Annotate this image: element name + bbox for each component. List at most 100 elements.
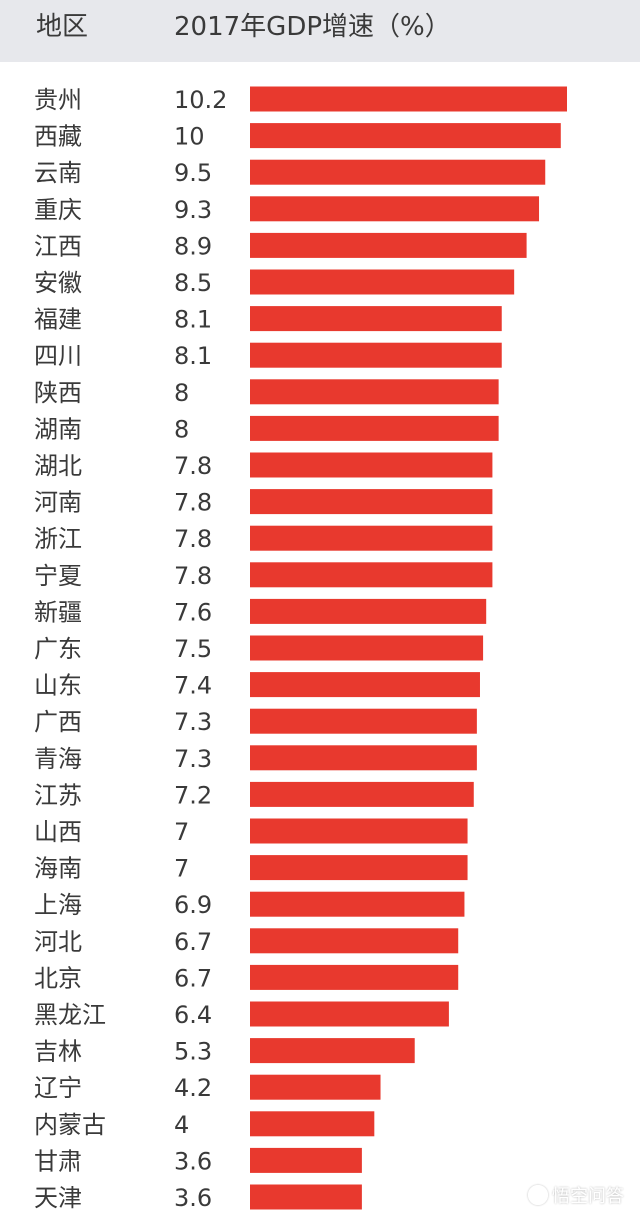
value-label: 3.6 [174,1184,212,1212]
value-label: 7.3 [174,745,212,773]
chart-row: 四川 8.1 [34,342,502,370]
bar [250,964,459,990]
bar [250,1111,375,1137]
category-label: 河南 [34,489,82,517]
chart-row: 内蒙古 4 [34,1111,375,1139]
chart-row: 天津 3.6 [34,1184,362,1212]
chart-row: 新疆 7.6 [34,598,487,626]
bar [250,196,540,222]
bar [250,855,468,881]
category-label: 陕西 [34,379,82,407]
value-label: 7.4 [174,672,212,700]
category-label: 山西 [34,818,82,846]
value-label: 8.5 [174,269,212,297]
category-label: 河北 [34,928,82,956]
category-label: 山东 [34,672,82,700]
region-column-header: 地区 [36,12,89,42]
value-label: 10 [174,123,205,151]
bar [250,232,527,258]
bar [250,745,477,771]
wukong-logo-icon [528,1185,548,1205]
bar [250,1001,449,1027]
bar [250,818,468,844]
bar [250,672,480,698]
chart-row: 青海 7.3 [34,745,477,773]
value-label: 10.2 [174,86,227,114]
chart-row: 重庆 9.3 [34,196,540,224]
category-label: 北京 [34,964,82,992]
value-label: 8.1 [174,342,212,370]
category-label: 新疆 [34,598,82,626]
bar [250,269,515,295]
bar [250,598,487,624]
category-label: 湖北 [34,452,82,480]
value-label: 7.5 [174,635,212,663]
category-label: 甘肃 [34,1147,82,1175]
category-label: 上海 [34,891,82,919]
chart-row: 西藏 10 [34,123,561,151]
category-label: 湖南 [34,415,82,443]
value-label: 7 [174,818,189,846]
category-label: 内蒙古 [34,1111,106,1139]
value-label: 9.3 [174,196,212,224]
chart-row: 甘肃 3.6 [34,1147,362,1175]
bar [250,86,567,112]
chart-row: 宁夏 7.8 [34,562,493,590]
bar [250,415,499,441]
category-label: 江西 [34,232,82,260]
chart-row: 贵州 10.2 [34,86,567,114]
bar [250,525,493,551]
bar [250,781,474,807]
category-label: 云南 [34,159,82,187]
value-label: 4 [174,1111,189,1139]
value-label: 7.2 [174,781,212,809]
chart-row: 广西 7.3 [34,708,477,736]
chart-row: 上海 6.9 [34,891,465,919]
chart-row: 海南 7 [34,855,468,883]
category-label: 天津 [34,1184,82,1212]
watermark-text: 悟空问答 [552,1186,624,1207]
chart-row: 江西 8.9 [34,232,527,260]
category-label: 吉林 [34,1038,82,1066]
bar [250,562,493,588]
chart-row: 河南 7.8 [34,489,493,517]
value-label: 7.8 [174,452,212,480]
chart-row: 江苏 7.2 [34,781,474,809]
chart-row: 山西 7 [34,818,468,846]
value-label: 8.9 [174,232,212,260]
category-label: 浙江 [34,525,82,553]
category-label: 安徽 [34,269,82,297]
bar [250,379,499,405]
value-label: 6.9 [174,891,212,919]
category-label: 西藏 [34,123,82,151]
category-label: 青海 [34,745,82,773]
bar [250,1147,362,1173]
chart-row: 河北 6.7 [34,928,459,956]
gdp-growth-bar-chart: 贵州 10.2 西藏 10 云南 9.5 重庆 9.3 江西 8.9 安徽 8.5 福建 8.1 四川 8.1… [34,86,567,1212]
bar [250,342,502,368]
chart-row: 山东 7.4 [34,672,480,700]
value-label: 7.3 [174,708,212,736]
value-label: 7.6 [174,598,212,626]
chart-row: 福建 8.1 [34,306,502,334]
bar [250,891,465,917]
category-label: 贵州 [34,86,82,114]
category-label: 广东 [34,635,82,663]
bar [250,928,459,954]
bar [250,708,477,734]
bar [250,452,493,478]
bar [250,1038,415,1064]
chart-row: 吉林 5.3 [34,1038,415,1066]
chart-row: 北京 6.7 [34,964,459,992]
table-header: 地区 2017年GDP增速（%） [0,0,640,62]
category-label: 四川 [34,342,82,370]
chart-row: 云南 9.5 [34,159,546,187]
value-label: 6.7 [174,964,212,992]
value-label: 7 [174,855,189,883]
value-label: 8 [174,379,189,407]
bar [250,123,561,149]
chart-row: 陕西 8 [34,379,499,407]
category-label: 海南 [34,855,82,883]
category-label: 重庆 [34,196,82,224]
bar [250,1184,362,1210]
